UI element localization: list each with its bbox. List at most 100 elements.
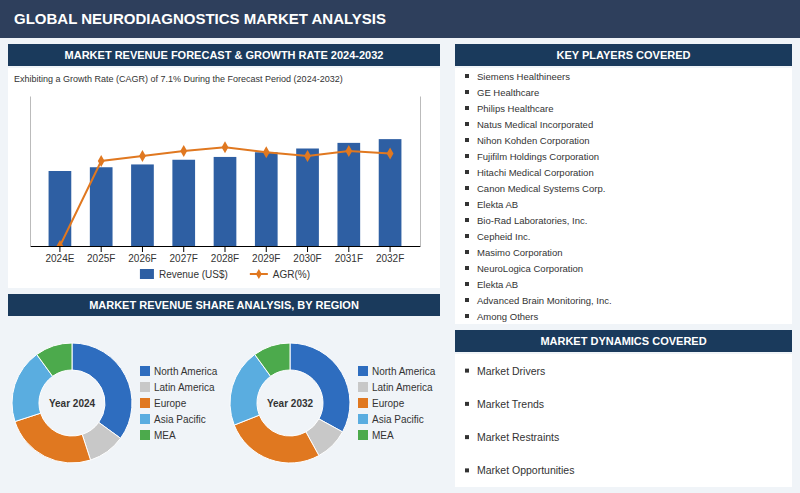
marker (180, 145, 187, 157)
legend-item: AGR(%) (250, 269, 310, 280)
legend-item: North America (358, 366, 436, 377)
x-tick-label: 2032F (376, 253, 404, 264)
list-item: Market Trends (477, 398, 544, 410)
x-tick: 2032F (376, 246, 404, 264)
bullet (465, 250, 469, 254)
bullet (465, 468, 469, 472)
x-tick-label: 2026F (128, 253, 156, 264)
legend-item: Latin America (140, 382, 215, 393)
legend-item: Europe (358, 398, 405, 409)
x-tick-label: 2027F (170, 253, 198, 264)
legend-swatch (358, 430, 368, 440)
legend-item: Asia Pacific (358, 414, 424, 425)
slice (290, 343, 350, 432)
donut: Year 2032 (230, 343, 350, 463)
x-tick-mark (390, 246, 391, 252)
bullet (465, 314, 469, 318)
panel (455, 68, 792, 324)
x-tick-mark (59, 246, 60, 252)
list-item: Elekta AB (477, 279, 518, 290)
marker (139, 150, 146, 162)
panel (8, 68, 440, 288)
legend-label: AGR(%) (273, 269, 310, 280)
y2-axis (420, 97, 421, 247)
bullet (465, 170, 469, 174)
legend-label: Latin America (372, 382, 433, 393)
legend-label: MEA (372, 430, 394, 441)
legend-swatch (358, 398, 368, 408)
bar (296, 149, 319, 247)
bullet (465, 435, 469, 439)
bullet (465, 218, 469, 222)
legend-swatch (140, 414, 150, 424)
bullet (465, 138, 469, 142)
bullet (465, 74, 469, 78)
legend-item: Asia Pacific (140, 414, 206, 425)
x-tick-mark (183, 246, 184, 252)
x-tick-mark (101, 246, 102, 252)
x-tick-label: 2024E (45, 253, 74, 264)
list-item: Market Drivers (477, 365, 545, 377)
donut: Year 2024 (12, 343, 132, 463)
legend-swatch (358, 414, 368, 424)
list-item: Siemens Healthineers (477, 71, 570, 82)
legend-label: Asia Pacific (372, 414, 424, 425)
panel (455, 354, 792, 487)
list-item: Among Others (477, 311, 538, 322)
x-tick-mark (348, 246, 349, 252)
x-tick: 2024E (45, 246, 74, 264)
subtitle: Exhibiting a Growth Rate (CAGR) of 7.1% … (14, 74, 343, 84)
marker (98, 155, 105, 167)
legend-swatch (358, 382, 368, 392)
title-banner (0, 0, 800, 38)
legend-item: Revenue (US$) (140, 269, 228, 280)
x-tick-mark (307, 246, 308, 252)
marker (387, 148, 394, 160)
x-tick-label: 2030F (293, 253, 321, 264)
legend-item: MEA (140, 430, 176, 441)
marker (263, 146, 270, 158)
marker (304, 150, 311, 162)
section-header (455, 330, 792, 352)
legend: North America Latin America Europe Asia Pac… (358, 366, 436, 441)
bar (131, 164, 154, 246)
background (0, 0, 800, 493)
x-tick: 2027F (170, 246, 198, 264)
legend-label: Latin America (154, 382, 215, 393)
section-header (8, 44, 440, 66)
slice (234, 415, 319, 463)
x-tick: 2030F (293, 246, 321, 264)
bullet (465, 282, 469, 286)
plot-marks (49, 139, 402, 246)
slice (15, 413, 91, 463)
legend-label: Europe (154, 398, 187, 409)
legend-item: Latin America (358, 382, 433, 393)
bullet (465, 154, 469, 158)
list-item: Nihon Kohden Corporation (477, 135, 590, 146)
x-axis: 2024E2025F2026F2027F2028F2029F2030F2031F… (31, 246, 421, 264)
legend-item: MEA (358, 430, 394, 441)
bullet (465, 122, 469, 126)
legend-item: North America (140, 366, 218, 377)
section-title: KEY PLAYERS COVERED (557, 49, 691, 61)
legend: Revenue (US$) AGR(%) (140, 269, 310, 280)
legend-swatch (140, 269, 154, 279)
bar (337, 143, 360, 246)
donut-label: Year 2032 (267, 398, 314, 409)
bullet (465, 90, 469, 94)
bullet (465, 402, 469, 406)
x-tick-label: 2025F (87, 253, 115, 264)
list-item: Fujifilm Holdings Corporation (477, 151, 599, 162)
x-tick-mark (225, 246, 226, 252)
legend-label: Asia Pacific (154, 414, 206, 425)
bullet (465, 202, 469, 206)
x-tick: 2031F (335, 246, 363, 264)
legend-swatch (140, 382, 150, 392)
legend-item: Europe (140, 398, 187, 409)
bullet (465, 106, 469, 110)
legend-swatch (140, 366, 150, 376)
bullet (465, 369, 469, 373)
list-item: Market Restraints (477, 431, 559, 443)
x-tick: 2029F (252, 246, 280, 264)
legend-swatch (358, 366, 368, 376)
